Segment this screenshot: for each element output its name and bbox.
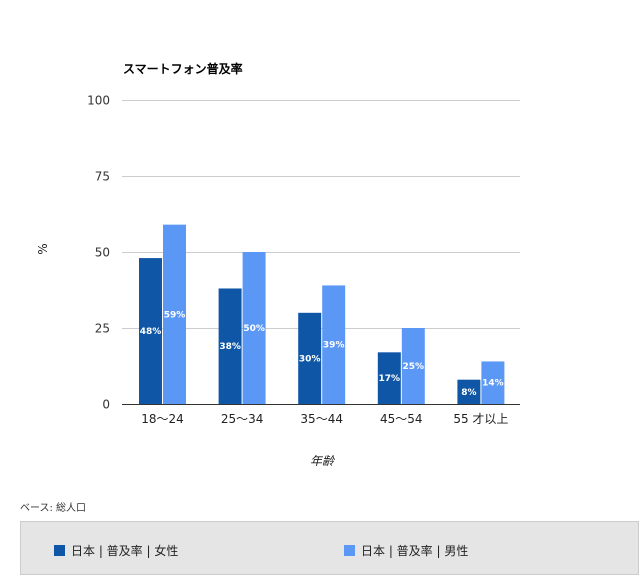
y-tick-label: 25	[95, 322, 110, 336]
y-tick-label: 100	[87, 94, 110, 108]
legend-item-female[interactable]: 日本 | 普及率 | 女性	[54, 542, 178, 559]
data-label: 8%	[461, 388, 476, 398]
bar[interactable]	[481, 361, 505, 404]
source-note: ベース: 総人口	[20, 503, 87, 514]
legend-label-male: 日本 | 普及率 | 男性	[361, 544, 469, 558]
data-label: 17%	[379, 374, 401, 384]
data-label: 38%	[219, 342, 241, 352]
x-axis-categories: 18〜24 25〜34 35〜44 45〜54 55 才以上	[141, 412, 508, 426]
data-label: 50%	[243, 324, 265, 334]
data-label: 30%	[299, 354, 321, 364]
bar[interactable]	[298, 312, 322, 404]
data-label: 25%	[403, 362, 425, 372]
bar[interactable]	[218, 288, 242, 404]
x-tick-label: 45〜54	[380, 412, 423, 426]
bar[interactable]	[163, 224, 186, 404]
y-tick-label: 0	[102, 398, 110, 412]
bar[interactable]	[139, 258, 162, 404]
legend-swatch-male	[344, 545, 355, 556]
bar[interactable]	[377, 352, 401, 404]
y-tick-label: 50	[95, 246, 110, 260]
bar[interactable]	[242, 252, 266, 404]
bar[interactable]	[457, 379, 481, 404]
legend: 日本 | 普及率 | 女性 日本 | 普及率 | 男性	[20, 521, 639, 575]
data-label: 39%	[323, 341, 345, 351]
x-tick-label: 25〜34	[221, 412, 264, 426]
x-tick-label: 35〜44	[300, 412, 343, 426]
bars: 48%59% 38%50% 30%39% 17%25% 8% 14%	[139, 224, 505, 404]
y-axis-ticks: 0 25 50 75 100	[87, 94, 110, 412]
bar[interactable]	[322, 285, 346, 404]
x-tick-label: 55 才以上	[453, 412, 508, 426]
legend-item-male[interactable]: 日本 | 普及率 | 男性	[344, 542, 468, 559]
legend-swatch-female	[54, 545, 65, 556]
x-tick-label: 18〜24	[141, 412, 184, 426]
bar[interactable]	[401, 328, 425, 404]
bar-chart: スマートフォン普及率 0 25 50 75 100 48%59% 38%50% 30%39%…	[36, 61, 520, 468]
chart-title: スマートフォン普及率	[123, 61, 243, 76]
y-axis-label: %	[36, 243, 50, 254]
data-label: 59%	[164, 310, 186, 320]
y-tick-label: 75	[95, 170, 110, 184]
data-label: 48%	[140, 327, 162, 337]
data-label: 14%	[482, 379, 504, 389]
x-axis-label: 年齢	[310, 454, 336, 468]
legend-label-female: 日本 | 普及率 | 女性	[71, 544, 179, 558]
